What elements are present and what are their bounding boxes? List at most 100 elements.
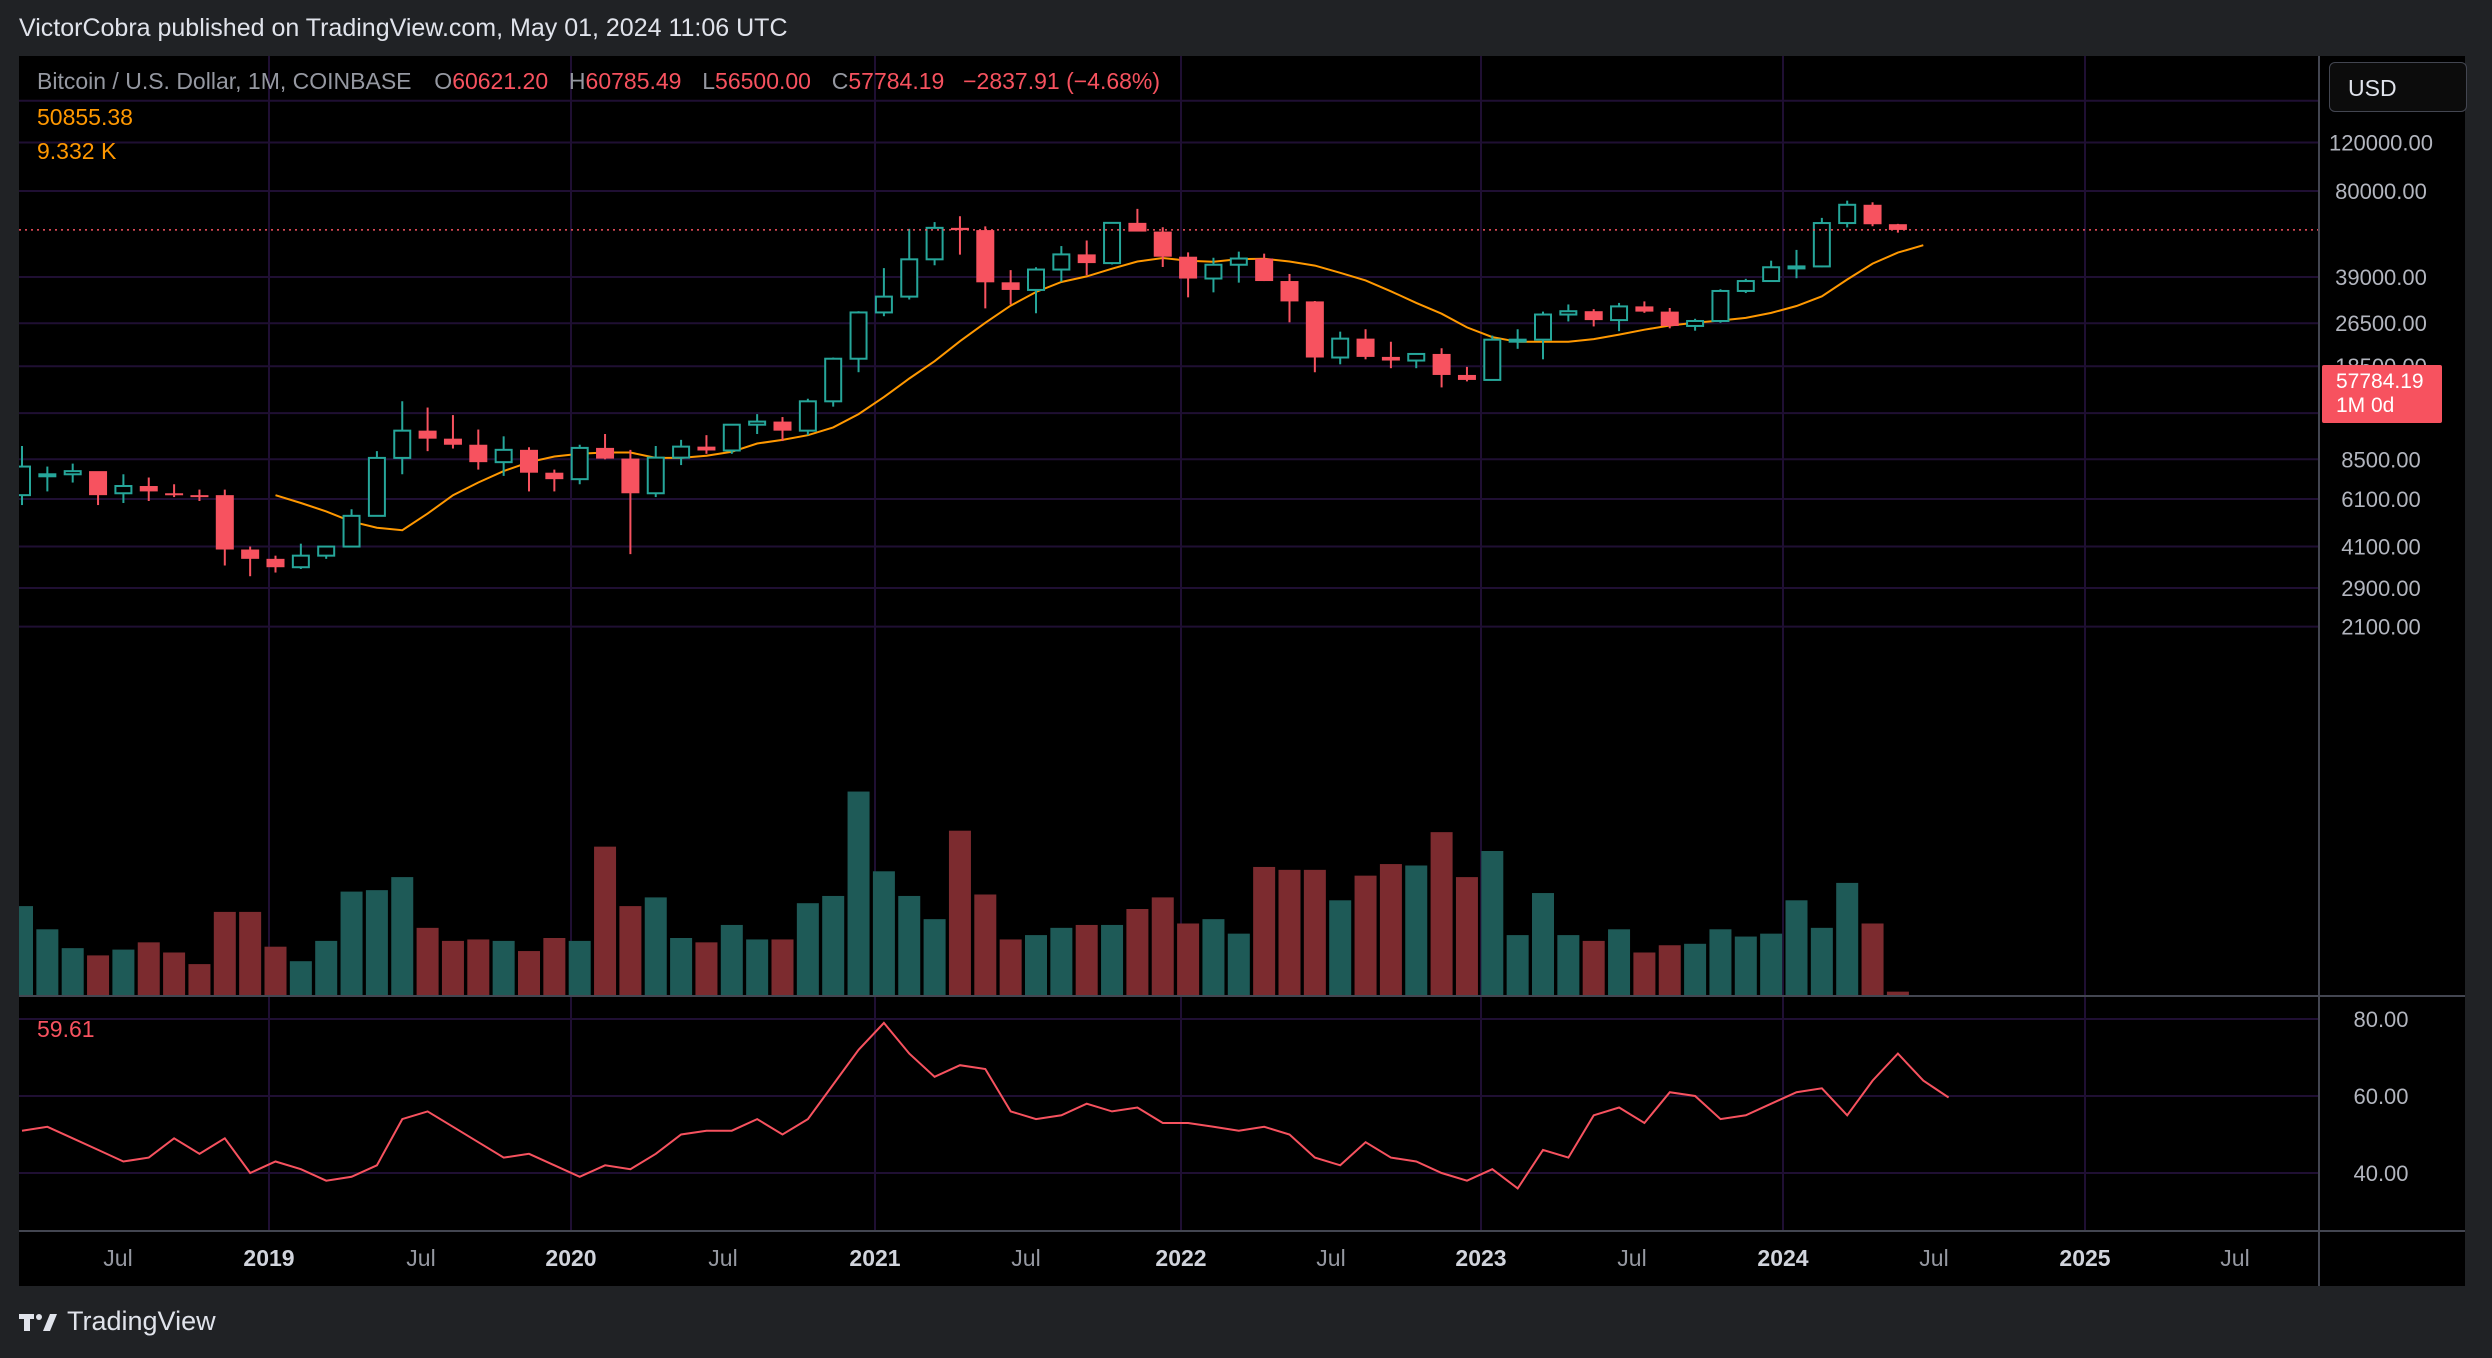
- price-tick-label: 2900.00: [2341, 576, 2421, 601]
- candle-body-up: [1508, 338, 1527, 343]
- time-tick-label: Jul: [406, 1245, 435, 1271]
- volume-bar: [1557, 935, 1580, 996]
- volume-bar: [112, 949, 135, 996]
- candle: [1660, 307, 1679, 329]
- price-tick-label: 39000.00: [2335, 265, 2427, 290]
- candle: [1027, 267, 1045, 314]
- candle: [672, 439, 691, 466]
- candle-body-down: [1280, 281, 1299, 302]
- volume-bar: [670, 938, 693, 996]
- candle: [114, 474, 133, 504]
- volume-bar: [1075, 924, 1098, 996]
- candle: [596, 434, 615, 460]
- candle-body-up: [114, 485, 133, 495]
- candle-body-down: [1179, 256, 1198, 279]
- candle: [950, 216, 969, 255]
- candle: [317, 545, 336, 559]
- candle: [925, 222, 944, 266]
- candle: [1229, 251, 1248, 283]
- candle: [697, 435, 716, 454]
- candle: [63, 463, 82, 483]
- close-value: 57784.19: [848, 68, 945, 94]
- candle-body-up: [63, 470, 82, 476]
- time-tick-label: Jul: [1011, 1245, 1040, 1271]
- candle: [19, 445, 31, 506]
- candle-body-down: [976, 230, 995, 283]
- tradingview-logo[interactable]: TradingView: [19, 1306, 216, 1337]
- candle-body-down: [266, 558, 285, 568]
- volume-bar: [1861, 923, 1884, 996]
- candle: [520, 447, 538, 492]
- candle: [89, 471, 108, 506]
- candle: [1762, 260, 1781, 283]
- candle: [1787, 249, 1806, 279]
- candle-body-down: [1457, 374, 1476, 380]
- candle: [1103, 221, 1122, 265]
- price-tick-label: 80000.00: [2335, 179, 2427, 204]
- volume-bar: [822, 895, 845, 996]
- candle-body-up: [748, 420, 767, 426]
- price-axis: 170000.00120000.0080000.0039000.0026500.…: [2329, 89, 2433, 1186]
- volume-bar: [1050, 927, 1073, 996]
- candle-body-up: [849, 311, 868, 360]
- candle: [1863, 202, 1882, 227]
- candle: [494, 436, 513, 476]
- candle: [570, 444, 589, 485]
- volume-series: [19, 791, 1909, 996]
- volume-bar: [999, 939, 1022, 996]
- candle: [443, 415, 462, 449]
- candle: [1001, 270, 1020, 305]
- candle-body-up: [798, 400, 817, 432]
- bar-countdown: 1M 0d: [2336, 394, 2395, 417]
- candle-body-up: [1407, 352, 1426, 362]
- volume-bar: [239, 911, 262, 996]
- candle-body-up: [900, 258, 919, 298]
- volume-bar: [746, 939, 769, 996]
- rsi-line: [21, 1021, 1950, 1190]
- time-tick-label: 2019: [243, 1245, 294, 1271]
- tradingview-logo-icon: [19, 1313, 57, 1331]
- symbol-name[interactable]: Bitcoin / U.S. Dollar, 1M, COINBASE: [37, 68, 412, 94]
- volume-bar: [1126, 909, 1149, 996]
- time-tick-label: Jul: [2220, 1245, 2249, 1271]
- price-tick-label: 6100.00: [2341, 487, 2421, 512]
- candle: [1331, 331, 1350, 365]
- open-value: 60621.20: [452, 68, 549, 94]
- candle: [241, 546, 260, 577]
- volume-bar: [543, 938, 566, 996]
- candle: [824, 357, 843, 407]
- time-tick-label: Jul: [1617, 1245, 1646, 1271]
- rsi-value: 59.61: [37, 1016, 95, 1042]
- candle-body-up: [291, 554, 310, 569]
- candlestick-chart[interactable]: 170000.00120000.0080000.0039000.0026500.…: [19, 56, 2465, 1286]
- volume-bar: [872, 871, 895, 996]
- volume-bar: [340, 891, 363, 996]
- volume-bar: [619, 906, 642, 996]
- volume-bar: [1101, 924, 1124, 996]
- rsi-tick-label: 40.00: [2353, 1161, 2408, 1186]
- candle: [291, 543, 310, 569]
- candle-body-up: [1331, 337, 1350, 359]
- volume-bar: [188, 964, 211, 996]
- candle-body-down: [520, 449, 538, 473]
- candle: [1255, 253, 1274, 282]
- candle: [215, 489, 234, 566]
- candle-body-up: [1762, 266, 1781, 283]
- candle-body-up: [1787, 265, 1806, 270]
- candle: [976, 226, 995, 309]
- chart-area[interactable]: 170000.00120000.0080000.0039000.0026500.…: [19, 56, 2467, 1286]
- publish-bar: VictorCobra published on TradingView.com…: [0, 0, 2492, 56]
- candle: [266, 555, 285, 573]
- candle-body-up: [317, 545, 336, 557]
- currency-button[interactable]: USD: [2329, 62, 2467, 112]
- candle-body-down: [1305, 301, 1324, 358]
- candle: [1838, 200, 1857, 228]
- change-value: −2837.91 (−4.68%): [963, 68, 1161, 94]
- candle-body-down: [190, 495, 209, 498]
- volume-bar: [644, 897, 667, 996]
- time-tick-label: 2022: [1155, 1245, 1206, 1271]
- volume-bar: [1658, 945, 1681, 996]
- candle-body-up: [1534, 313, 1552, 341]
- candle-body-up: [874, 295, 893, 314]
- candle-body-down: [1863, 204, 1882, 225]
